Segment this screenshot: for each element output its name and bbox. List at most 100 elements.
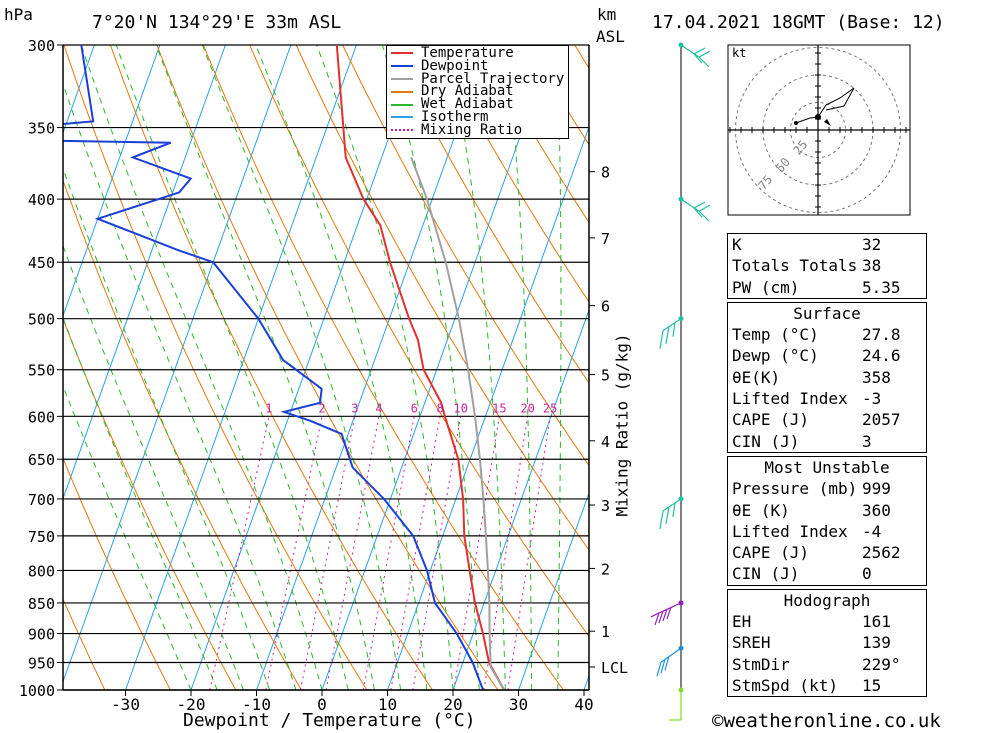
pressure-tick-label: 900 <box>28 626 55 644</box>
hodograph-unit-label: kt <box>732 46 746 60</box>
most-unstable-value: 0 <box>862 564 872 584</box>
surface-table: Surface Temp (°C) 27.8 Dewp (°C) 24.6 θE(K) 3… <box>727 301 927 453</box>
profiles <box>63 45 505 690</box>
most-unstable-row: CIN (J) 0 <box>728 563 926 584</box>
axes: 3003504004505005506006507007508008509009… <box>19 37 628 714</box>
wind-barb <box>650 602 682 626</box>
pressure-tick-label: 300 <box>28 37 55 55</box>
wet-adiabat-line <box>446 45 506 690</box>
pressure-tick-label: 400 <box>28 191 55 209</box>
dry-adiabat-line <box>342 45 589 467</box>
surface-row: CIN (J) 3 <box>728 431 926 452</box>
height-tick-label: 4 <box>601 433 610 451</box>
hodograph-stat-row: StmSpd (kt) 15 <box>728 675 926 696</box>
wet-adiabat-line <box>63 316 218 690</box>
wind-barb <box>659 498 682 530</box>
mixing-ratio-line <box>483 416 529 690</box>
hodograph-table: Hodograph EH 161 SREH 139 StmDir 229° StmSpd (… <box>727 588 927 698</box>
index-value: 32 <box>862 235 882 254</box>
indices-table: K 32 Totals Totals 38 PW (cm) 5.35 <box>727 233 927 299</box>
pressure-tick-label: 850 <box>28 595 55 613</box>
legend-item: Mixing Ratio <box>391 123 564 137</box>
wet-adiabat-line <box>63 244 244 690</box>
mixing-ratio-label: 4 <box>375 401 382 415</box>
wind-barb <box>680 44 711 68</box>
mixing-ratio-line <box>362 416 415 690</box>
mixing-ratio-label: 6 <box>411 401 418 415</box>
index-row: Totals Totals 38 <box>728 255 926 276</box>
surface-label: CAPE (J) <box>732 410 810 430</box>
hodograph-stat-label: StmSpd (kt) <box>732 675 838 695</box>
mixing-ratio-line <box>209 416 270 690</box>
storm-motion-arrow <box>824 119 831 126</box>
pressure-tick-label: 700 <box>28 491 55 509</box>
legend-label: Isotherm <box>421 108 489 125</box>
isobars <box>63 44 589 691</box>
hodograph-trace <box>795 87 855 124</box>
most-unstable-label: CIN (J) <box>732 564 800 584</box>
hodograph-stat-value: 229° <box>862 654 901 674</box>
isotherm-line <box>63 45 161 318</box>
height-tick-label: 7 <box>601 230 610 248</box>
wind-barb <box>680 198 711 222</box>
pressure-tick-label: 950 <box>28 655 55 673</box>
pressure-tick-label: 1000 <box>19 682 55 700</box>
height-tick-label: LCL <box>601 659 628 677</box>
surface-row: Lifted Index -3 <box>728 388 926 409</box>
surface-title: Surface <box>793 303 861 323</box>
hodograph-sfc-point <box>794 121 798 125</box>
height-tick-label: 5 <box>601 367 610 385</box>
station-location: 7°20'N 134°29'E 33m ASL <box>92 12 342 33</box>
x-tick-label: 10 <box>378 695 397 714</box>
index-label: Totals Totals <box>732 256 858 276</box>
wind-barb <box>669 690 682 721</box>
surface-label: θE(K) <box>732 367 781 387</box>
wet-adiabat-line <box>505 45 533 690</box>
dewpoint-profile <box>63 45 485 690</box>
surface-row: Dewp (°C) 24.6 <box>728 345 926 366</box>
mixing-ratio-line <box>299 416 356 690</box>
surface-value: 3 <box>862 431 872 451</box>
hodograph-stat-value: 139 <box>862 633 891 653</box>
mixing-ratio-line <box>390 416 441 690</box>
index-label: K <box>732 235 742 254</box>
mixing-ratio-label: 15 <box>492 401 506 415</box>
x-tick-label: 30 <box>509 695 528 714</box>
legend-label: Dry Adiabat <box>421 83 514 100</box>
hodograph-stat-row: EH 161 <box>728 611 926 632</box>
legend-item: Dry Adiabat <box>391 85 564 98</box>
copyright-symbol: © <box>712 710 724 732</box>
surface-row: CAPE (J) 2057 <box>728 409 926 430</box>
wind-barb <box>659 318 682 349</box>
legend-swatch <box>391 90 413 93</box>
most-unstable-row: CAPE (J) 2562 <box>728 542 926 563</box>
x-tick-label: 40 <box>574 695 593 714</box>
pressure-tick-label: 750 <box>28 528 55 546</box>
hodograph-title: Hodograph <box>783 590 871 610</box>
mixing-ratio-line <box>412 416 462 690</box>
wind-barbs <box>650 42 711 721</box>
height-tick-label: 8 <box>601 164 610 182</box>
most-unstable-value: 2562 <box>862 543 901 563</box>
pressure-tick-label: 800 <box>28 562 55 580</box>
mixing-ratio-label: 2 <box>318 401 325 415</box>
site-name: weatheronline.co.uk <box>723 710 941 732</box>
most-unstable-label: CAPE (J) <box>732 543 810 563</box>
pressure-tick-label: 450 <box>28 254 55 272</box>
asl-label: ASL <box>596 27 625 46</box>
pressure-tick-label: 650 <box>28 451 55 469</box>
index-value: 5.35 <box>862 277 901 297</box>
legend-label: Wet Adiabat <box>421 96 514 113</box>
legend-label: Dewpoint <box>421 57 489 74</box>
most-unstable-row: Lifted Index -4 <box>728 521 926 542</box>
mixing-ratio-line <box>453 416 500 690</box>
pressure-unit-label: hPa <box>4 5 33 24</box>
index-label: PW (cm) <box>732 277 800 297</box>
wet-adiabat-line <box>63 166 271 690</box>
hodograph-stat-row: SREH 139 <box>728 632 926 653</box>
height-tick-label: 3 <box>601 497 610 515</box>
most-unstable-label: Lifted Index <box>732 521 848 541</box>
copyright-footer[interactable]: ©weatheronline.co.uk <box>712 710 941 732</box>
mixing-ratio-line <box>325 416 380 690</box>
